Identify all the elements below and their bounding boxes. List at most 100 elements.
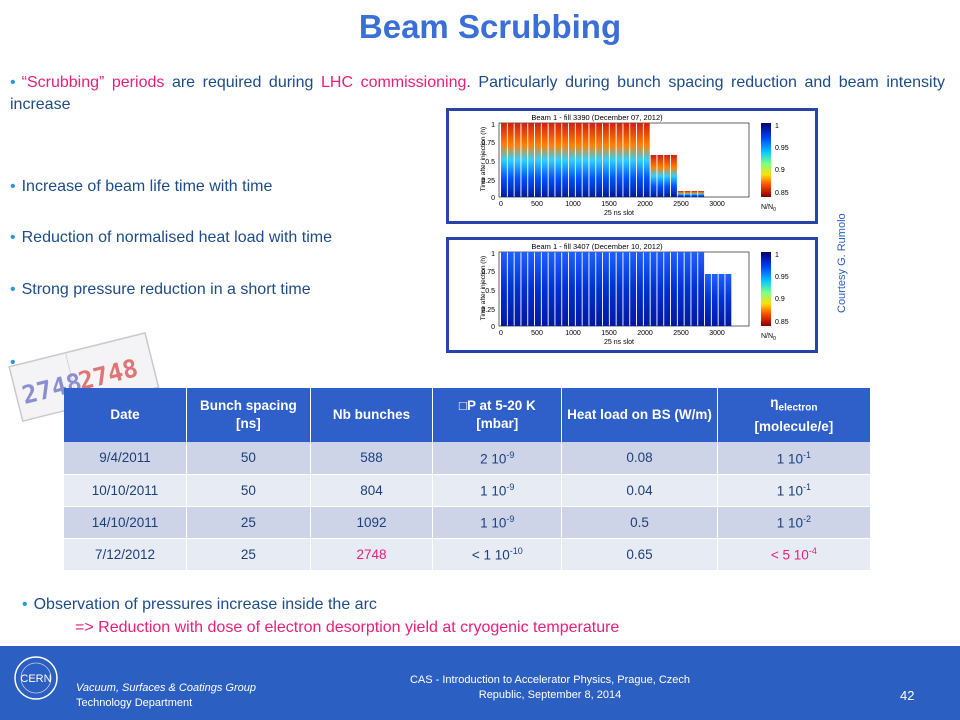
heatmap-stripe bbox=[630, 252, 637, 326]
cell-spacing: 25 bbox=[186, 506, 311, 539]
heatmap-stripe bbox=[528, 252, 535, 326]
heatmap-stripe bbox=[521, 123, 528, 197]
x-tick-label: 500 bbox=[531, 201, 543, 208]
heatmap-stripe bbox=[643, 252, 650, 326]
svg-text:N/N0: N/N0 bbox=[761, 204, 776, 213]
cell-nb: 2748 bbox=[310, 538, 434, 571]
plot-title: Beam 1 - fill 3390 (December 07, 2012) bbox=[531, 113, 663, 122]
heatmap-stripe bbox=[521, 252, 528, 326]
y-tick-label: 0.25 bbox=[481, 307, 495, 314]
cern-logo-text: CERN bbox=[20, 673, 51, 685]
col-header-eta: ηelectron [molecule/e] bbox=[717, 388, 872, 442]
cell-nb: 588 bbox=[310, 442, 434, 475]
heatmap-stripe bbox=[603, 252, 609, 326]
slide-title: Beam Scrubbing bbox=[358, 8, 622, 45]
cell-pressure: < 1 10-10 bbox=[432, 538, 563, 571]
heatmap-stripe bbox=[711, 274, 718, 326]
cell-spacing: 50 bbox=[186, 442, 311, 475]
bullet-empty: • bbox=[10, 354, 22, 372]
cell-heat: 0.65 bbox=[561, 538, 718, 571]
bullet-marker: • bbox=[10, 229, 16, 246]
heatmap-stripe bbox=[705, 274, 711, 326]
x-tick-label: 0 bbox=[499, 330, 503, 337]
heatmap-stripe bbox=[575, 252, 582, 326]
heatmap-stripe bbox=[514, 123, 521, 197]
heatmap-stripe bbox=[718, 274, 725, 326]
page-number: 42 bbox=[900, 688, 915, 703]
heatmap-stripe bbox=[569, 252, 575, 326]
bullet-pressure: • Strong pressure reduction in a short ti… bbox=[10, 281, 311, 299]
bullet-text: are required during bbox=[164, 74, 321, 91]
x-tick-label: 3000 bbox=[709, 330, 725, 337]
heatmap-stripe bbox=[664, 252, 671, 326]
heatmap-stripe bbox=[623, 252, 630, 326]
heatmap-stripe bbox=[657, 155, 664, 197]
heatmap-stripe bbox=[671, 155, 677, 197]
cbar-label-sub: 0 bbox=[773, 207, 776, 213]
heatmap-stripe bbox=[698, 252, 705, 326]
bullet-marker: • bbox=[10, 354, 16, 371]
cell-date: 9/4/2011 bbox=[64, 442, 188, 475]
x-tick-label: 1500 bbox=[601, 330, 617, 337]
heatmap-stripe bbox=[501, 123, 507, 197]
heatmap-stripe bbox=[677, 252, 684, 326]
heatmap-stripe bbox=[609, 123, 616, 197]
eta-symbol: η bbox=[770, 395, 779, 411]
heatmap-stripe bbox=[589, 252, 596, 326]
x-tick-label: 1000 bbox=[565, 201, 581, 208]
heatmap-stripe bbox=[616, 123, 623, 197]
cell-pressure: 1 10-9 bbox=[432, 506, 563, 539]
observation-bullet: • Observation of pressures increase insid… bbox=[22, 596, 377, 614]
plot-xticks: 0 500 1000 1500 2000 2500 3000 bbox=[499, 330, 725, 337]
cell-spacing: 25 bbox=[186, 538, 311, 571]
heatmap-stripe bbox=[507, 123, 514, 197]
heatmap-stripe bbox=[684, 191, 691, 197]
heatmap-stripe bbox=[643, 123, 650, 197]
col-header-nb-bunches: Nb bunches bbox=[310, 388, 434, 442]
col-header-heat-load: Heat load on BS (W/m) bbox=[561, 388, 718, 442]
bullet-list: • “Scrubbing” periods are required during… bbox=[10, 72, 945, 116]
heatmap-stripe bbox=[698, 191, 705, 197]
plot-ylabel: Time after injection (h) bbox=[480, 256, 487, 320]
cell-pressure: 1 10-9 bbox=[432, 474, 563, 507]
heatmap-stripe bbox=[630, 123, 637, 197]
scrubbing-data-table: Date Bunch spacing [ns] Nb bunches □P at… bbox=[64, 388, 872, 571]
cell-date: 7/12/2012 bbox=[64, 538, 188, 571]
scrubbing-term: “Scrubbing” periods bbox=[21, 74, 165, 91]
y-tick-label: 0.5 bbox=[485, 159, 495, 166]
x-tick-label: 2000 bbox=[637, 330, 653, 337]
cbar-label: N/N bbox=[761, 333, 773, 340]
heatmap-stripe bbox=[548, 123, 555, 197]
x-tick-label: 2500 bbox=[673, 330, 689, 337]
scrubbing-plot-fill-3390: Beam 1 - fill 3390 (December 07, 2012) T… bbox=[446, 108, 818, 224]
table-row: 7/12/2012 25 2748 < 1 10-10 0.65 < 5 10-… bbox=[64, 538, 872, 571]
heatmap-stripe bbox=[691, 252, 698, 326]
y-tick-label: 0.75 bbox=[481, 269, 495, 276]
cell-pressure: 2 10-9 bbox=[432, 442, 563, 475]
bullet-text: . Particularly during bunch spacing redu… bbox=[10, 74, 946, 113]
heatmap-stripe bbox=[603, 123, 609, 197]
conference-line-2: Republic, September 8, 2014 bbox=[478, 689, 622, 701]
colorbar bbox=[761, 252, 771, 326]
colorbar bbox=[761, 123, 771, 197]
lhc-commissioning-term: LHC commissioning bbox=[320, 74, 467, 91]
col-header-date: Date bbox=[64, 388, 188, 442]
heatmap-stripe bbox=[535, 123, 541, 197]
heatmap-stripe bbox=[657, 252, 664, 326]
cell-spacing: 50 bbox=[186, 474, 311, 507]
heatmap-stripe bbox=[528, 123, 535, 197]
footer-group: Vacuum, Surfaces & Coatings Group bbox=[76, 682, 256, 694]
heatmap-stripe bbox=[596, 252, 603, 326]
bullet-text: Increase of beam life time with time bbox=[21, 178, 273, 195]
cbar-tick: 1 bbox=[775, 123, 779, 130]
plot-ylabel: Time after injection (h) bbox=[480, 127, 487, 191]
cell-heat: 0.08 bbox=[561, 442, 718, 475]
heatmap-stripe bbox=[616, 252, 623, 326]
heatmap-stripe bbox=[637, 123, 643, 197]
x-tick-label: 3000 bbox=[709, 201, 725, 208]
heatmap-stripe bbox=[555, 123, 562, 197]
x-tick-label: 2000 bbox=[637, 201, 653, 208]
heatmap-stripe bbox=[501, 252, 507, 326]
heatmap-stripe bbox=[677, 191, 684, 197]
svg-text:N/N0: N/N0 bbox=[761, 333, 776, 342]
